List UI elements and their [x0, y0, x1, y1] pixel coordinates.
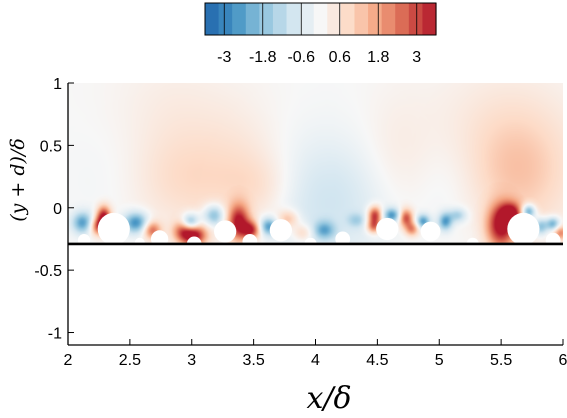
colorbar-band [205, 3, 220, 35]
colorbar-band [422, 3, 437, 35]
particle [97, 212, 130, 246]
y-tick-label: -0.5 [34, 263, 62, 280]
colorbar-band [354, 3, 369, 35]
x-tick-label: 3 [187, 352, 196, 369]
colorbar-border [204, 2, 437, 36]
axes-frame [67, 83, 563, 346]
colorbar-tick-label: 0.6 [329, 49, 351, 66]
colorbar-band [245, 3, 260, 35]
y-tick-label: 1 [53, 76, 62, 93]
colorbar-band [259, 3, 274, 35]
y-axis-label: (y + d)/δ [7, 138, 29, 222]
x-tick-label: 2 [64, 352, 73, 369]
colorbar-band [300, 3, 315, 35]
colorbar-ticks: -3 -1.8 -0.6 0.6 1.8 3 [217, 3, 421, 66]
field-heatmap [68, 83, 563, 345]
x-tick-label: 6 [559, 352, 567, 369]
particle [507, 212, 540, 246]
particle [420, 221, 441, 242]
x-axis-label: x/δ [306, 381, 351, 416]
x-axis-ticks: 2 2.5 3 3.5 4 4.5 5 5.5 6 [64, 339, 567, 369]
x-tick-label: 2.5 [119, 352, 141, 369]
colorbar-band [218, 3, 233, 35]
colorbar-band [395, 3, 410, 35]
particle [242, 234, 258, 249]
particle [269, 219, 292, 242]
colorbar-band [381, 3, 396, 35]
y-tick-label: -1 [48, 326, 62, 343]
y-tick-label: 0 [53, 201, 62, 218]
colorbar-band [232, 3, 247, 35]
x-tick-label: 3.5 [243, 352, 265, 369]
colorbar-tick-label: -1.8 [249, 49, 277, 66]
colorbar-band [286, 3, 301, 35]
x-tick-label: 4 [311, 352, 320, 369]
y-tick-label: 0.5 [40, 138, 62, 155]
x-tick-label: 5.5 [490, 352, 512, 369]
colorbar-band [272, 3, 288, 35]
particle [545, 232, 561, 248]
x-tick-label: 4.5 [366, 352, 388, 369]
colorbar-band [327, 3, 342, 35]
colorbar-band [408, 3, 424, 35]
colorbar-tick-label: -0.6 [287, 49, 315, 66]
colorbar-tick-label: -3 [217, 49, 231, 66]
colorbar-band [368, 3, 383, 35]
colorbar-tick-label: 3 [412, 49, 421, 66]
y-axis-ticks: -1 -0.5 0 0.5 1 [34, 76, 74, 343]
particle [214, 220, 237, 243]
colorbar-band [313, 3, 328, 35]
x-tick-label: 5 [435, 352, 444, 369]
particle [376, 217, 399, 241]
colorbar-band [340, 3, 356, 35]
colorbar-tick-label: 1.8 [367, 49, 389, 66]
colorbar [204, 2, 437, 36]
